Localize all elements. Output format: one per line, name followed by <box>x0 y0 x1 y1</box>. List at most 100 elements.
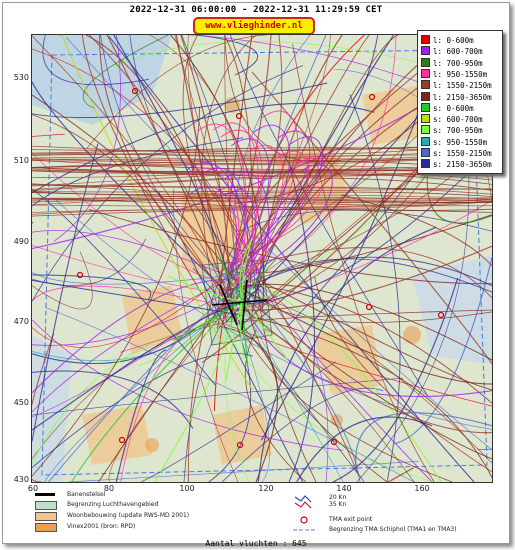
tma-exit-label: TMA exit point <box>329 516 373 523</box>
legend-label: l: 600-700m <box>433 47 483 57</box>
flight-track <box>230 35 428 396</box>
brand-link[interactable]: www.vlieghinder.nl <box>193 17 315 35</box>
flight-track <box>219 325 279 482</box>
flight-track <box>197 35 258 76</box>
flight-track <box>140 361 337 482</box>
vinex-label: Vinex2001 (bron: RPD) <box>67 523 136 530</box>
airport-boundary-swatch <box>35 501 57 510</box>
flight-track <box>222 35 331 313</box>
flight-track <box>32 302 242 431</box>
flight-track <box>394 257 492 445</box>
tma-boundary-icon <box>293 529 315 531</box>
flight-track <box>262 258 492 293</box>
flight-track <box>217 319 434 482</box>
flight-track <box>296 416 433 482</box>
flight-track <box>32 274 152 301</box>
flight-track <box>233 35 311 307</box>
flight-track <box>32 377 404 416</box>
flight-track <box>32 319 344 451</box>
legend-item: l: 2150-3650m <box>421 91 492 102</box>
flight-track <box>55 199 492 430</box>
legend-swatch <box>421 68 430 78</box>
flight-track <box>241 299 249 368</box>
flight-track <box>168 275 243 301</box>
flight-track <box>349 94 401 482</box>
flight-track <box>240 299 245 354</box>
flight-track <box>115 349 167 482</box>
flight-track <box>32 333 55 482</box>
legend-item: s: 2150-3650m <box>421 159 492 169</box>
tma-exit-icon <box>300 516 308 524</box>
housing-label: Woonbebouwing (update RWS-MD 2001) <box>67 512 190 519</box>
flight-track <box>108 288 244 482</box>
x-tick-80: 80 <box>103 484 115 493</box>
legend-label: s: 700-950m <box>433 126 483 136</box>
tma-exit-points <box>76 87 445 449</box>
flight-track <box>32 251 93 310</box>
flight-track-map[interactable] <box>31 34 493 483</box>
flight-track <box>32 198 492 215</box>
legend-item: l: 950-1550m <box>421 68 487 79</box>
flight-track <box>238 136 323 268</box>
flight-track <box>257 226 437 482</box>
flight-track <box>228 256 492 298</box>
tma-boundary-label: Begrenzing TMA Schiphol (TMA1 en TMA3) <box>329 526 457 533</box>
legend-swatch <box>421 35 430 44</box>
flight-track <box>223 280 271 482</box>
time-range-title: 2022-12-31 06:00:00 - 2022-12-31 11:29:5… <box>129 5 383 15</box>
legend-label: l: 0-600m <box>433 36 474 45</box>
flight-track <box>230 296 492 434</box>
flight-track <box>32 106 201 477</box>
flight-track <box>230 138 270 267</box>
flight-track <box>42 35 149 86</box>
legend-label: s: 600-700m <box>433 115 483 125</box>
flight-track <box>230 130 311 266</box>
flight-track <box>65 37 492 451</box>
wind-35-label: 35 Kn <box>329 501 347 508</box>
flight-track <box>239 293 492 397</box>
airport-boundary-label: Begrenzing Luchthavengebied <box>67 501 159 508</box>
flight-track <box>32 102 375 194</box>
flight-track <box>221 247 492 299</box>
flight-track <box>32 197 492 211</box>
legend-item: s: 1550-2150m <box>421 148 492 158</box>
runway-system <box>211 279 268 331</box>
flight-track <box>32 143 99 442</box>
x-tick-100: 100 <box>179 484 195 493</box>
flight-track <box>228 284 344 482</box>
legend-label: l: 1550-2150m <box>433 81 492 91</box>
flight-track <box>251 316 492 478</box>
flight-track <box>197 123 247 284</box>
legend-item: s: 700-950m <box>421 125 483 135</box>
flight-track <box>228 283 492 361</box>
flight-track <box>241 238 253 301</box>
legend-item: l: 1550-2150m <box>421 80 492 90</box>
legend-label: l: 2150-3650m <box>433 92 492 102</box>
flight-track <box>356 170 470 482</box>
legend-label: s: 950-1550m <box>433 137 488 147</box>
flight-track <box>292 44 435 482</box>
flight-count: Aantal vluchten : 645 <box>205 539 307 548</box>
flight-track <box>32 278 241 394</box>
flight-track <box>477 377 492 450</box>
runway-label: Banenstelsel <box>67 491 106 498</box>
flight-track <box>248 284 492 404</box>
flight-track <box>70 309 226 482</box>
flight-track <box>187 165 295 482</box>
flight-track <box>239 238 253 301</box>
map-canvas <box>32 35 492 482</box>
flight-track <box>89 35 360 477</box>
flight-track <box>246 291 492 385</box>
flight-track <box>98 278 242 482</box>
x-tick-60: 60 <box>27 484 39 493</box>
y-tick-490: 490 <box>13 237 29 246</box>
flight-track <box>32 230 262 292</box>
flight-track <box>99 35 224 291</box>
legend-swatch <box>421 46 430 56</box>
flight-tracks <box>32 35 492 482</box>
flight-track <box>180 35 230 294</box>
legend-label: s: 1550-2150m <box>433 149 492 158</box>
legend-item: l: 700-950m <box>421 57 483 68</box>
flight-track <box>216 35 253 316</box>
y-tick-530: 530 <box>13 73 29 82</box>
